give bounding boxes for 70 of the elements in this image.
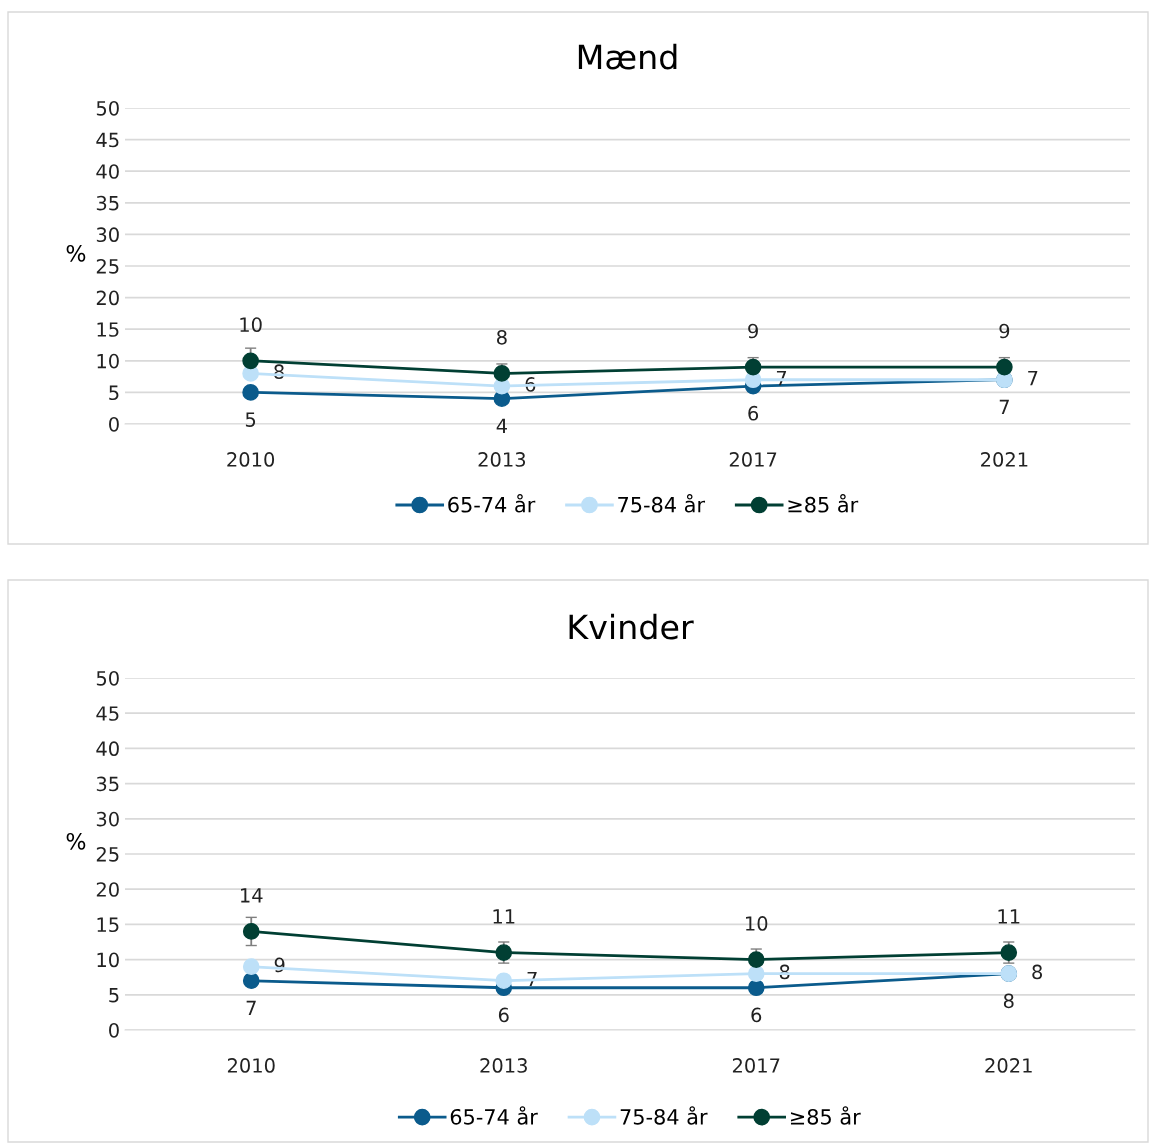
x-tick-label: 2010 <box>227 452 275 467</box>
data-label: 6 <box>748 405 759 421</box>
data-label: 6 <box>498 1007 509 1023</box>
x-tick-label: 2013 <box>480 1058 527 1073</box>
y-tick-label: 35 <box>96 776 119 792</box>
y-tick-label: 5 <box>109 988 119 1003</box>
y-tick-label: 40 <box>96 741 119 757</box>
y-tick-label: 35 <box>96 195 119 211</box>
data-label: 9 <box>999 323 1010 339</box>
y-tick-label: 25 <box>96 258 119 274</box>
y-tick-label: 45 <box>96 132 119 148</box>
y-tick-label: 20 <box>96 290 119 306</box>
y-tick-label: 5 <box>109 385 119 401</box>
y-tick-label: 50 <box>96 100 119 116</box>
data-label: 10 <box>240 317 262 333</box>
data-label: 8 <box>1032 964 1043 980</box>
x-tick-label: 2013 <box>478 452 526 467</box>
x-tick-label: 2021 <box>981 452 1028 467</box>
point <box>495 972 513 990</box>
chart-title: Mænd <box>578 43 677 70</box>
legend-label: 65-74 år <box>450 1106 538 1125</box>
y-tick-label: 45 <box>96 706 119 721</box>
legend-label: ≥85 år <box>788 494 859 513</box>
y-tick-label: 25 <box>96 846 119 862</box>
y-tick-label: 0 <box>109 416 119 432</box>
x-tick-label: 2021 <box>985 1058 1032 1073</box>
point <box>747 965 765 983</box>
point <box>495 944 513 961</box>
legend-label: 65-74 år <box>448 494 536 513</box>
data-label: 6 <box>751 1007 762 1023</box>
data-label: 4 <box>496 418 507 433</box>
legend-label: ≥85 år <box>790 1106 861 1125</box>
data-label: 9 <box>274 957 285 973</box>
y-tick-label: 30 <box>96 811 119 827</box>
data-label: 5 <box>245 412 256 427</box>
point <box>242 384 259 401</box>
data-label: 7 <box>246 1000 256 1015</box>
point <box>242 972 260 990</box>
y-tick-label: 50 <box>96 670 119 686</box>
point <box>242 923 260 940</box>
y-tick-label: 15 <box>97 322 119 337</box>
y-axis-title: % <box>66 832 86 850</box>
chart-title: Kvinder <box>569 613 694 640</box>
legend-label: 75-84 år <box>618 494 706 513</box>
data-label: 11 <box>493 909 515 924</box>
y-tick-label: 30 <box>96 227 119 243</box>
point <box>242 958 260 975</box>
y-tick-label: 15 <box>97 917 119 933</box>
x-tick-label: 2017 <box>732 1058 780 1073</box>
x-tick-label: 2017 <box>729 452 777 467</box>
data-label: 9 <box>748 323 758 339</box>
point <box>1000 944 1018 961</box>
data-label: 7 <box>999 399 1009 414</box>
legend-label: 75-84 år <box>620 1106 708 1125</box>
point <box>747 979 765 997</box>
y-tick-label: 40 <box>96 164 119 179</box>
data-label: 14 <box>241 888 263 903</box>
y-axis-title: % <box>66 244 86 262</box>
y-tick-label: 0 <box>109 1022 119 1038</box>
point <box>747 951 765 968</box>
data-label: 11 <box>998 909 1020 924</box>
data-label: 7 <box>1028 370 1038 386</box>
y-tick-label: 10 <box>97 353 119 369</box>
data-label: 8 <box>1003 993 1014 1009</box>
y-tick-label: 20 <box>96 882 119 897</box>
y-tick-label: 10 <box>97 952 119 968</box>
data-label: 10 <box>746 916 768 931</box>
x-tick-label: 2010 <box>227 1058 275 1073</box>
point <box>242 352 259 370</box>
data-label: 8 <box>497 329 507 345</box>
